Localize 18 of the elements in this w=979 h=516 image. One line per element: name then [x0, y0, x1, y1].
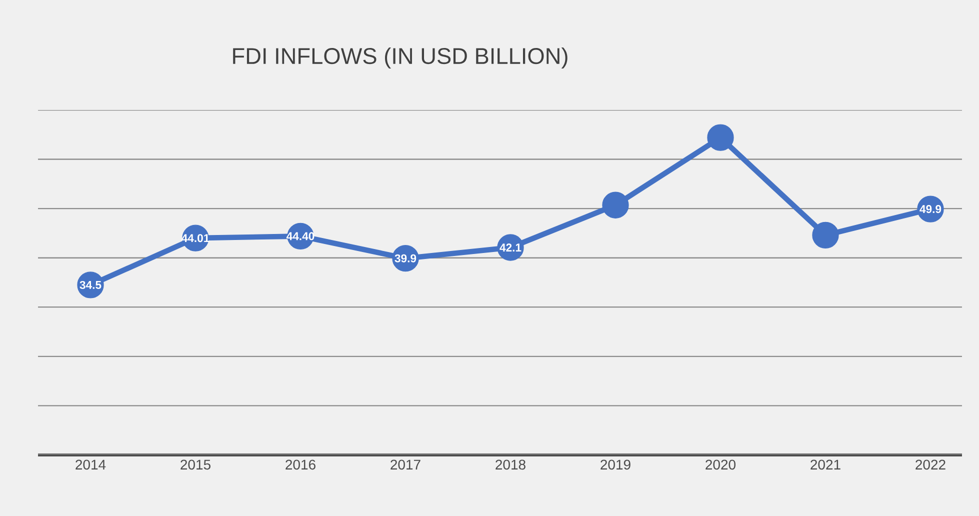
- data-label: 39.9: [394, 254, 416, 262]
- x-tick-label: 2016: [286, 460, 316, 470]
- x-tick-label: 2021: [810, 460, 840, 470]
- x-tick-label: 2022: [916, 460, 946, 470]
- point: [812, 222, 839, 249]
- point: [602, 192, 629, 218]
- x-tick-label: 2015: [180, 460, 210, 470]
- x-tick-label: 2020: [706, 460, 736, 470]
- point: [707, 124, 734, 151]
- x-tick-label: 2014: [76, 460, 106, 470]
- x-tick-label: 2017: [390, 460, 420, 470]
- data-label: 49.9: [920, 205, 942, 214]
- x-tick-label: 2019: [600, 460, 630, 470]
- data-label: 44.40: [286, 232, 314, 240]
- chart-title: FDI INFLOWS (IN USD BILLION): [233, 47, 568, 69]
- x-tick-label: 2018: [496, 460, 526, 470]
- data-label: 42.1: [500, 244, 522, 252]
- data-label: 34.5: [80, 280, 102, 289]
